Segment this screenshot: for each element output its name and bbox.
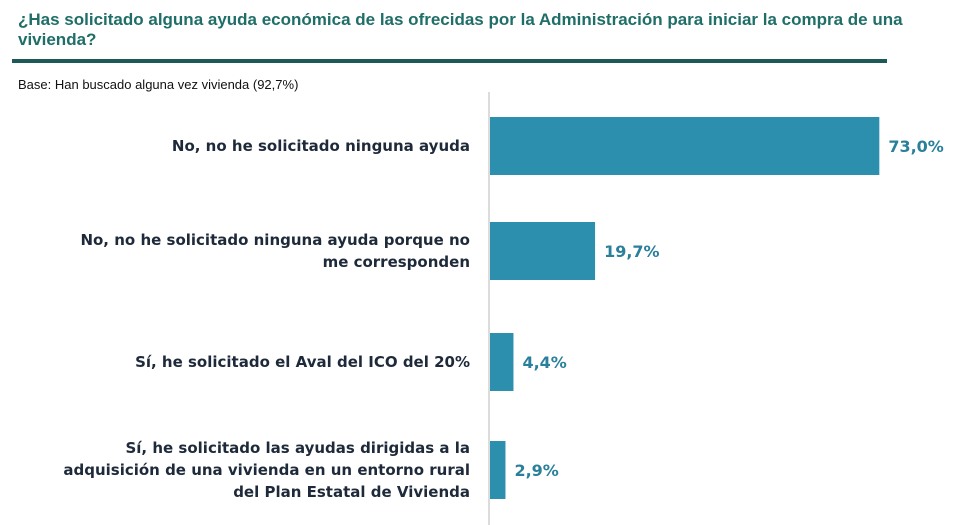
category-label-4-line-3: del Plan Estatal de Vivienda bbox=[233, 483, 470, 501]
value-label-4: 2,9% bbox=[514, 461, 558, 480]
bar-3 bbox=[490, 333, 514, 391]
category-label-1-line-1: No, no he solicitado ninguna ayuda bbox=[172, 137, 470, 155]
value-label-2: 19,7% bbox=[604, 242, 660, 261]
value-label-1: 73,0% bbox=[888, 137, 944, 156]
category-label-4-line-1: Sí, he solicitado las ayudas dirigidas a… bbox=[125, 439, 470, 457]
title-divider bbox=[12, 59, 887, 63]
category-label-3-line-1: Sí, he solicitado el Aval del ICO del 20… bbox=[135, 353, 470, 371]
bar-2 bbox=[490, 222, 596, 280]
value-label-3: 4,4% bbox=[522, 353, 566, 372]
category-label-2-line-2: me corresponden bbox=[323, 253, 470, 271]
chart-title: ¿Has solicitado alguna ayuda económica d… bbox=[18, 10, 903, 49]
bar-1 bbox=[490, 117, 880, 175]
bar-4 bbox=[490, 441, 506, 499]
category-label-2-line-1: No, no he solicitado ninguna ayuda porqu… bbox=[80, 231, 470, 249]
chart-subtitle: Base: Han buscado alguna vez vivienda (9… bbox=[18, 77, 299, 92]
category-label-4-line-2: adquisición de una vivienda en un entorn… bbox=[63, 461, 470, 479]
